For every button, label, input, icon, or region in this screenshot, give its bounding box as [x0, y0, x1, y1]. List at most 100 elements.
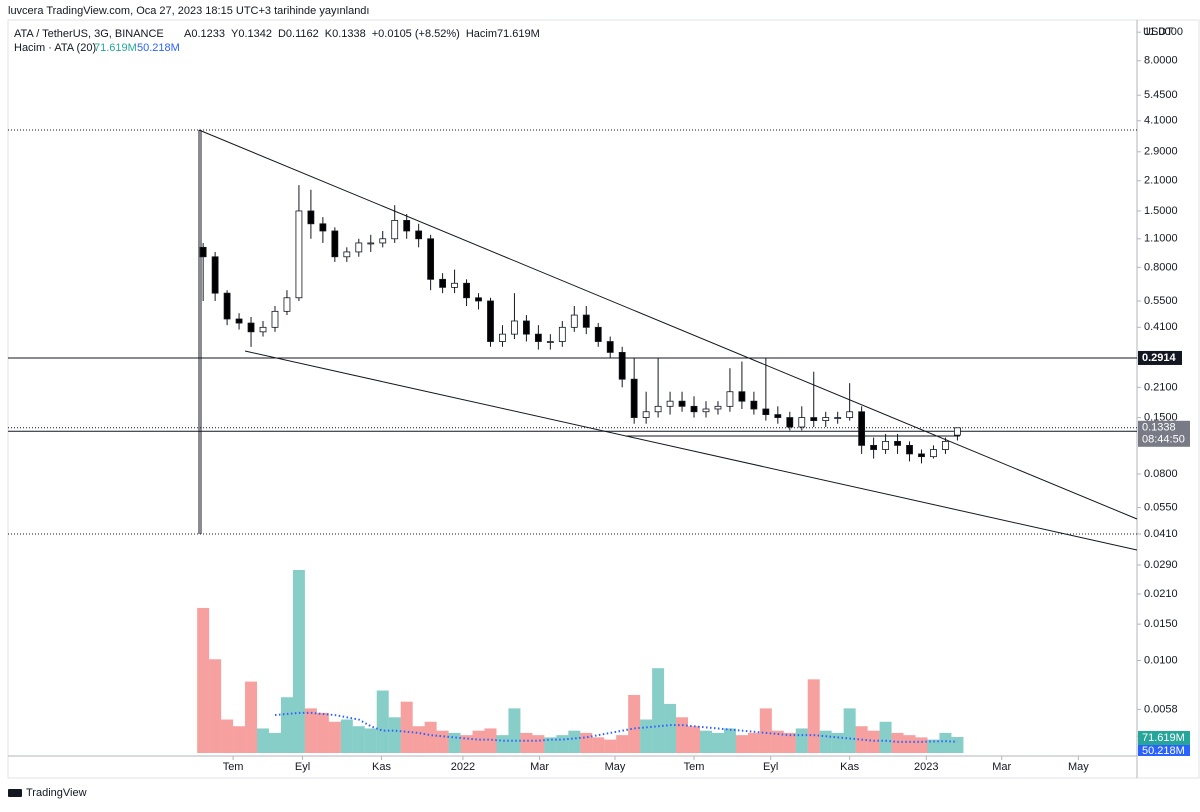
candle-body: [726, 391, 734, 407]
volume-bar: [688, 726, 701, 753]
candle-body: [618, 352, 626, 380]
candle-body: [822, 417, 830, 421]
candle-body: [367, 242, 375, 245]
volume-bar: [544, 737, 557, 753]
volume-bar: [484, 728, 497, 753]
y-tick-label: 0.0290: [1144, 559, 1178, 571]
volume-bar: [556, 735, 569, 753]
volume-bar: [568, 730, 581, 753]
y-tick-label: 0.1500: [1144, 411, 1178, 423]
y-tick-label: 0.8000: [1144, 261, 1178, 273]
candle-body: [259, 326, 267, 333]
y-tick-label: 0.0800: [1144, 468, 1178, 480]
y-tick-label: 0.4100: [1144, 321, 1178, 333]
volume-bar: [711, 732, 724, 753]
candle-body: [906, 444, 913, 455]
candle-body: [463, 282, 470, 299]
volume-bar: [328, 721, 341, 753]
trendline-lower: [244, 350, 1138, 551]
candle-body: [546, 341, 554, 343]
volume-bar: [699, 730, 712, 753]
x-tick-label: Kas: [840, 761, 859, 773]
volume-bar: [424, 721, 437, 753]
y-tick-label: 0.0058: [1144, 703, 1178, 715]
x-tick-label: 2022: [451, 761, 475, 773]
volume-bar: [735, 735, 748, 753]
volume-bar: [604, 739, 617, 753]
ohlc-value: +0.0105 (+8.52%): [372, 28, 460, 40]
candle-body: [223, 292, 231, 320]
volume-bar: [352, 726, 365, 753]
candle-body: [343, 251, 351, 258]
candle-body: [750, 400, 758, 410]
candle-body: [235, 318, 243, 324]
candle-body: [558, 326, 566, 342]
volume-bar: [616, 735, 629, 753]
candle-body: [642, 411, 650, 418]
y-tick-label: 5.4500: [1144, 89, 1178, 101]
level-label: 0.2914: [1142, 352, 1177, 364]
volume-bar: [257, 728, 270, 753]
y-tick-label: 4.1000: [1144, 115, 1178, 127]
volume-ma-line: [274, 711, 958, 743]
volume-bar: [747, 732, 760, 753]
y-tick-label: 2.9000: [1144, 146, 1178, 158]
candle-body: [499, 333, 506, 342]
volume-bar: [508, 708, 521, 753]
x-tick-label: Kas: [372, 761, 391, 773]
volume-bar: [723, 728, 736, 753]
volume-bar: [412, 726, 425, 753]
candle-body: [391, 220, 399, 240]
volume-bar: [496, 735, 509, 753]
candle-body: [355, 242, 363, 253]
candle-body: [331, 230, 339, 258]
candle-body: [427, 238, 435, 280]
candle-body: [858, 411, 866, 446]
candle-body: [307, 210, 315, 225]
candle-body: [475, 297, 482, 302]
volume-bar: [292, 570, 305, 753]
volume-bar: [771, 730, 784, 753]
volume-bar: [783, 732, 796, 753]
ohlc-value: Y0.1342: [231, 28, 272, 40]
volume-ma-badge: [1138, 745, 1190, 756]
volume-bar: [388, 717, 401, 753]
candle-body: [834, 417, 842, 419]
volume-bar: [280, 697, 293, 753]
y-tick-label: 0.0210: [1144, 588, 1178, 600]
countdown: 08:44:50: [1142, 434, 1185, 446]
candle-body: [403, 220, 411, 232]
volume-bar: [676, 717, 689, 753]
y-tick-label: 0.2100: [1144, 381, 1178, 393]
candle-body: [606, 341, 614, 353]
volume-badge-label: 71.619M: [1142, 732, 1185, 744]
ohlc-value: A0.1233: [184, 28, 225, 40]
candle-body: [523, 320, 530, 335]
candle-body: [870, 444, 878, 450]
volume-badge: [1138, 731, 1190, 745]
volume-bar: [472, 730, 485, 753]
candle-body: [714, 405, 722, 410]
volume-bar: [592, 737, 605, 753]
volume-bar: [819, 730, 832, 753]
volume-bar: [221, 719, 234, 753]
volume-bar: [795, 728, 808, 753]
candle-body: [451, 282, 458, 288]
volume-ma-legend-value: 50.218M: [137, 42, 180, 54]
volume-bar: [879, 721, 892, 753]
candle-body: [738, 391, 746, 402]
volume-bar: [376, 690, 389, 753]
candle-body: [786, 417, 794, 428]
x-tick-label: Mar: [992, 761, 1011, 773]
candle-body: [630, 378, 638, 418]
volume-bar: [640, 719, 653, 753]
x-tick-label: 2023: [914, 761, 938, 773]
candle-body: [439, 278, 446, 288]
x-tick-label: Mar: [530, 761, 549, 773]
volume-bar: [400, 701, 413, 753]
candle-body: [666, 400, 674, 407]
header: luvcera TradingView.com, Oca 27, 2023 18…: [8, 5, 369, 17]
candle-body: [319, 223, 327, 232]
y-tick-label: 0.5500: [1144, 295, 1178, 307]
x-tick-label: Tem: [684, 761, 705, 773]
